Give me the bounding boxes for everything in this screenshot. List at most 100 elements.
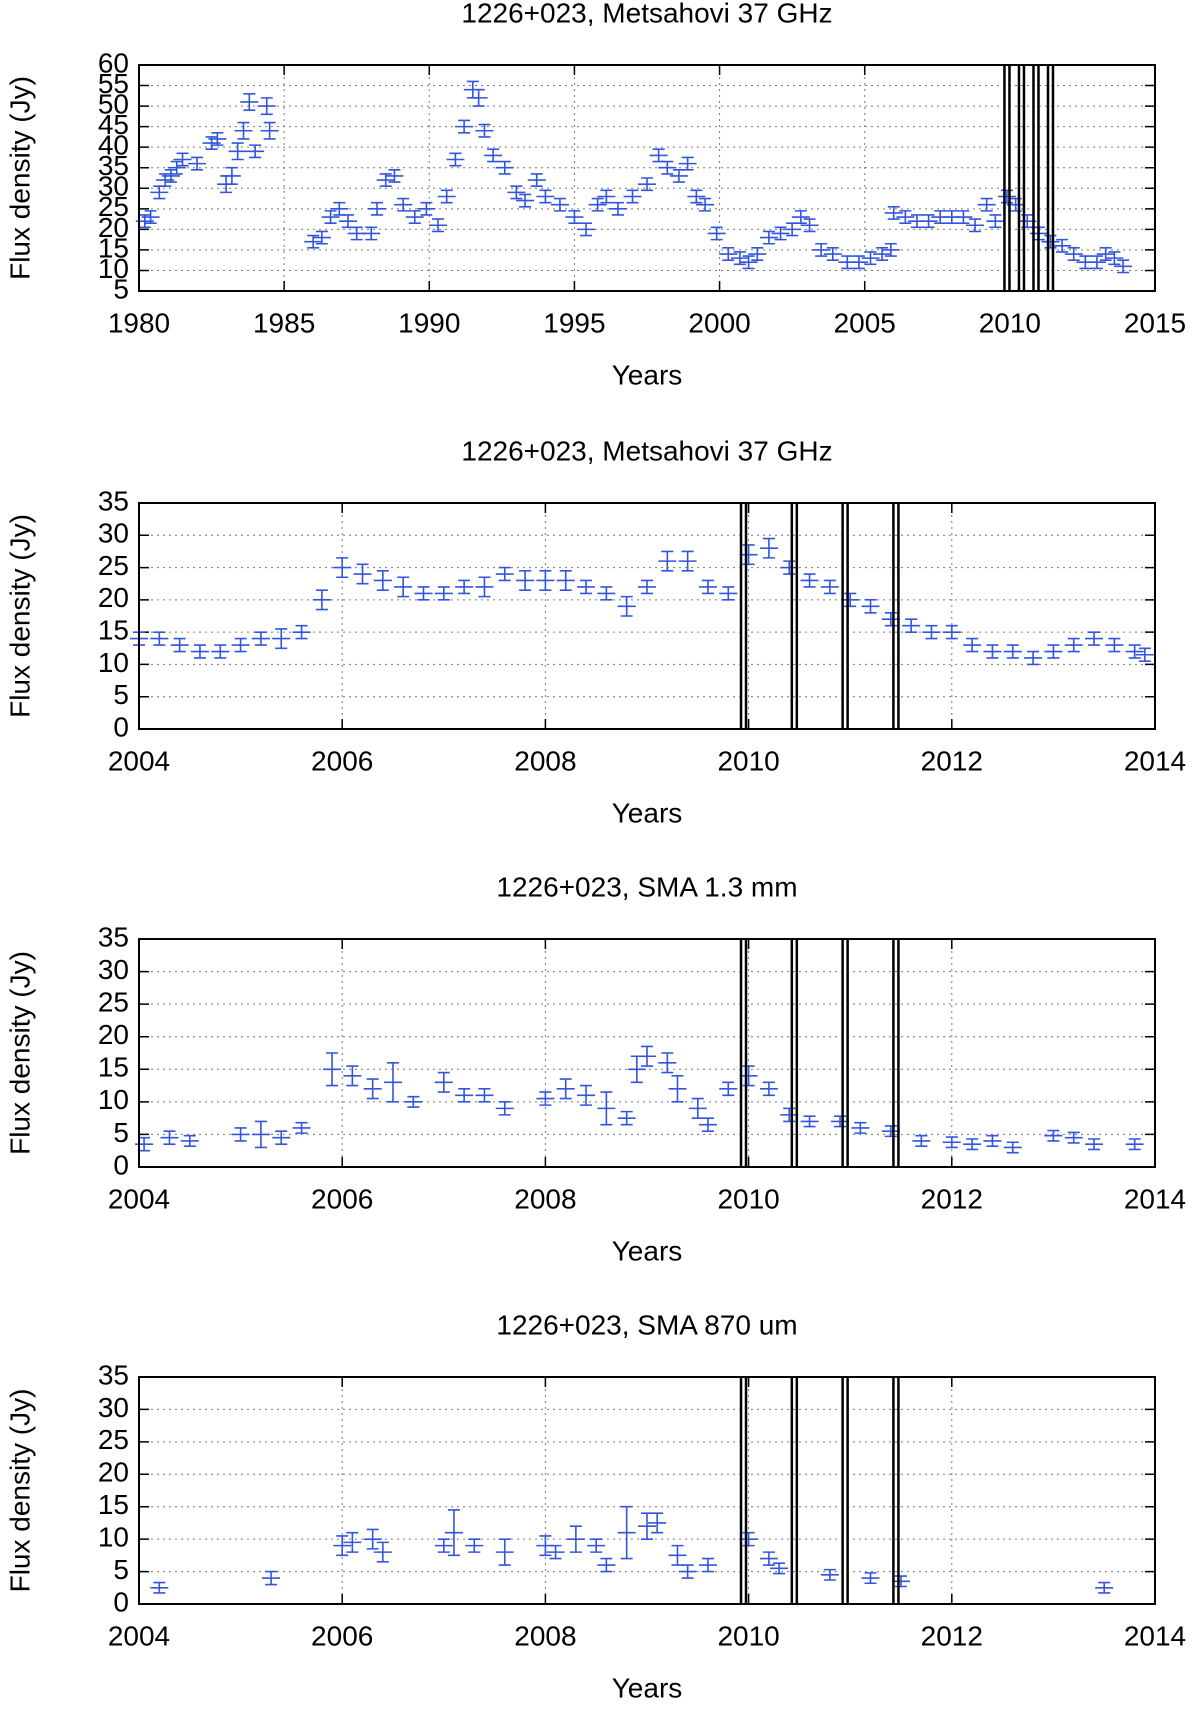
data-point: [730, 251, 749, 266]
data-point: [820, 1568, 839, 1581]
y-tick-label: 5: [113, 1554, 129, 1585]
x-tick-label: 1985: [253, 307, 315, 338]
data-point: [1096, 247, 1115, 261]
data-point: [669, 168, 688, 183]
data-point: [1006, 197, 1025, 212]
data-point: [780, 1107, 799, 1123]
data-point: [546, 1544, 565, 1560]
data-point: [791, 210, 810, 224]
y-tick-label: 30: [98, 518, 129, 549]
vertical-marker: [841, 1377, 849, 1604]
data-point: [577, 1084, 596, 1106]
data-point: [966, 218, 985, 233]
x-tick-label: 2012: [921, 1620, 983, 1651]
y-tick-label: 20: [98, 1019, 129, 1050]
data-point: [861, 251, 880, 266]
data-point: [202, 136, 221, 151]
data-point: [414, 586, 433, 601]
data-point: [1076, 255, 1095, 270]
data-point: [135, 214, 154, 229]
vertical-marker: [739, 1377, 748, 1604]
data-point: [234, 121, 253, 140]
y-tick-label: 20: [98, 212, 129, 243]
data-point: [272, 1130, 291, 1145]
plot-frame: [138, 938, 1156, 1168]
data-point: [963, 1138, 982, 1151]
data-point: [759, 537, 778, 559]
data-point: [597, 586, 616, 601]
data-point: [1003, 1141, 1022, 1154]
panel-title: 1226+023, SMA 870 um: [496, 1309, 797, 1340]
data-point: [780, 560, 799, 575]
data-point: [873, 247, 892, 261]
data-point: [536, 189, 555, 204]
data-point: [739, 544, 758, 566]
data-point: [1053, 238, 1072, 253]
data-point: [343, 1531, 362, 1553]
data-point: [156, 173, 175, 188]
data-point: [292, 1121, 311, 1134]
y-tick-label: 15: [98, 1489, 129, 1520]
data-point: [1003, 644, 1022, 659]
y-tick-label: 25: [98, 191, 129, 222]
y-tick-label: 60: [98, 47, 129, 78]
data-point: [687, 189, 706, 204]
vertical-marker: [841, 939, 849, 1167]
data-point: [495, 1538, 514, 1566]
data-point: [135, 1136, 154, 1152]
data-point: [770, 1562, 789, 1575]
plot-frame: [138, 64, 1156, 292]
data-point: [678, 550, 697, 572]
data-point: [942, 210, 961, 224]
data-point: [385, 168, 404, 183]
data-point: [963, 637, 982, 653]
data-point: [688, 1097, 707, 1119]
data-point: [658, 1052, 677, 1074]
data-point: [638, 579, 656, 595]
data-point: [577, 222, 596, 237]
data-point: [623, 189, 642, 204]
data-point: [362, 226, 381, 241]
data-point: [368, 201, 387, 216]
data-point: [719, 1081, 738, 1097]
data-point: [861, 599, 880, 614]
data-point: [812, 242, 831, 257]
panel-title: 1226+023, Metsahovi 37 GHz: [461, 0, 832, 28]
data-point: [1114, 259, 1133, 274]
data-point: [373, 570, 392, 591]
data-point: [455, 119, 474, 134]
data-point: [851, 1121, 870, 1134]
data-point: [190, 644, 209, 659]
data-point: [907, 214, 926, 229]
y-tick-label: 10: [98, 253, 129, 284]
data-point: [881, 242, 900, 257]
y-tick-label: 20: [98, 582, 129, 613]
data-point: [658, 160, 677, 175]
x-tick-label: 2014: [1124, 1620, 1186, 1651]
data-point: [446, 152, 465, 167]
data-point: [1125, 644, 1144, 659]
data-point: [527, 173, 546, 188]
data-point: [902, 618, 921, 633]
data-point: [455, 1088, 474, 1103]
data-point: [698, 579, 717, 595]
data-point: [861, 1572, 880, 1585]
data-point: [211, 644, 230, 659]
data-point: [150, 631, 169, 646]
data-point: [495, 160, 514, 175]
x-tick-label: 2010: [979, 307, 1041, 338]
data-point: [931, 210, 950, 224]
data-point: [376, 173, 395, 188]
x-tick-label: 2004: [108, 1183, 170, 1214]
vertical-marker: [790, 939, 799, 1167]
data-point: [333, 1535, 352, 1557]
y-axis-label: Flux density (Jy): [4, 514, 35, 718]
vertical-marker: [1032, 65, 1040, 291]
x-tick-label: 2008: [514, 1183, 576, 1214]
plot-frame: [138, 1376, 1156, 1605]
data-point: [919, 214, 938, 229]
data-point: [495, 1101, 514, 1116]
data-point: [841, 592, 860, 608]
y-tick-label: 10: [98, 1522, 129, 1553]
data-point: [759, 230, 778, 245]
